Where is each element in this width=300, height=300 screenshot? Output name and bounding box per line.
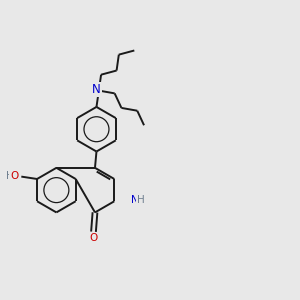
Text: O: O [89,233,98,243]
Text: O: O [11,171,19,181]
Text: H: H [137,195,145,205]
Text: H: H [6,171,14,181]
Text: N: N [92,83,101,96]
Text: N: N [130,195,138,205]
